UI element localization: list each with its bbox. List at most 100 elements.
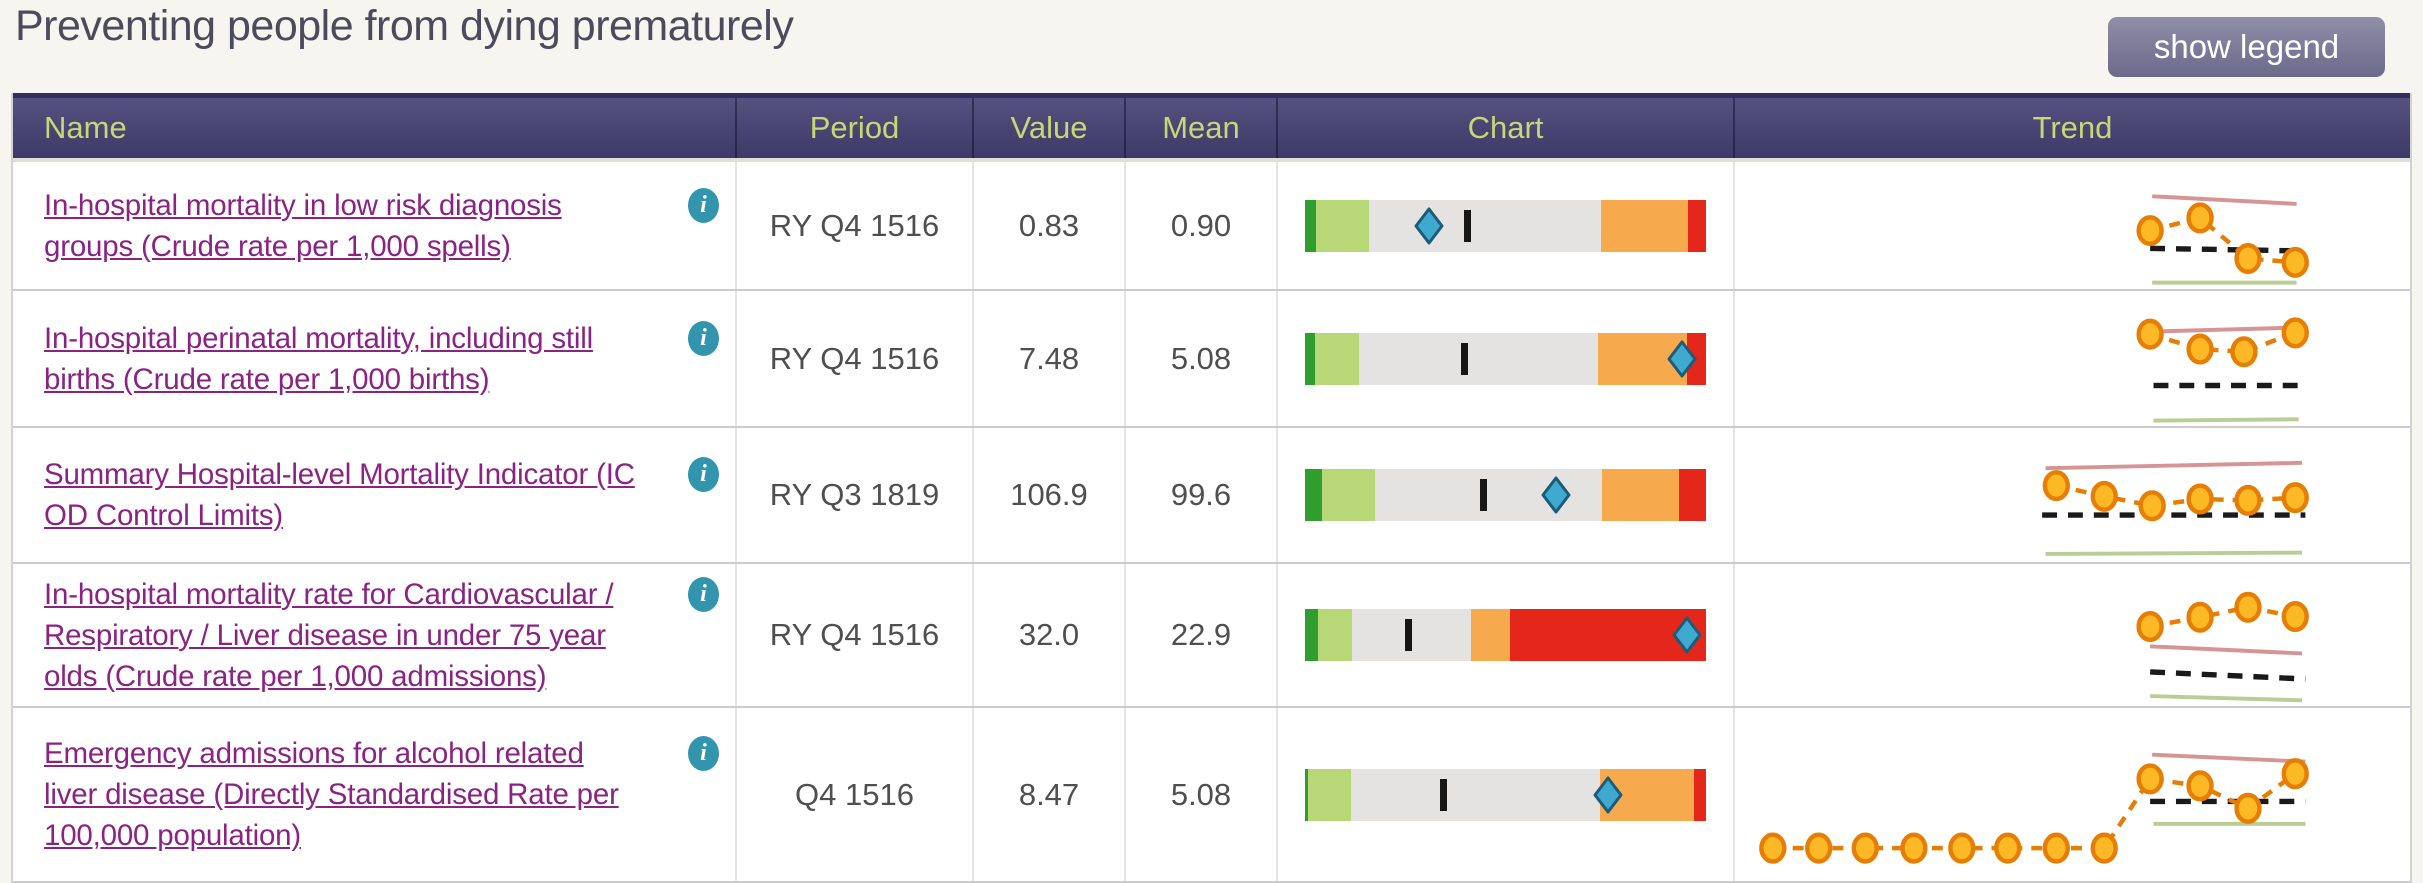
trend-data-point (2281, 482, 2309, 514)
mean-marker (1464, 209, 1472, 242)
bullet-chart (1305, 768, 1706, 821)
value-cell: 106.9 (972, 428, 1124, 562)
upper-limit-line (2152, 194, 2297, 206)
table-header: Name Period Value Mean Chart Trend (13, 93, 2410, 158)
bullet-segment (1314, 332, 1360, 385)
trend-data-point (1805, 832, 1833, 864)
mean-marker (1461, 342, 1469, 375)
bullet-segment (1317, 609, 1352, 661)
indicator-link[interactable]: Emergency admissions for alcohol related… (44, 737, 619, 852)
bullet-chart (1305, 332, 1706, 385)
bullet-segment (1688, 199, 1706, 252)
value-diamond-marker (1667, 340, 1697, 377)
indicator-link[interactable]: Summary Hospital-level Mortality Indicat… (44, 458, 635, 532)
name-cell: In-hospital mortality rate for Cardiovas… (13, 564, 735, 706)
column-header-name[interactable]: Name (44, 110, 127, 145)
trend-sparkline (2136, 591, 2309, 703)
column-header-value[interactable]: Value (972, 98, 1124, 158)
info-icon[interactable]: i (688, 576, 719, 612)
value-cell: 0.83 (972, 162, 1124, 289)
trend-data-point (1948, 832, 1976, 864)
trend-data-point (2136, 318, 2164, 350)
mean-marker (1405, 619, 1413, 651)
name-cell: In-hospital mortality in low risk diagno… (13, 162, 735, 289)
trend-data-point (2042, 832, 2070, 864)
name-cell: In-hospital perinatal mortality, includi… (13, 291, 735, 426)
trend-data-point (2186, 202, 2214, 234)
indicator-link[interactable]: In-hospital perinatal mortality, includi… (44, 321, 593, 396)
info-icon[interactable]: i (688, 736, 719, 771)
trend-sparkline (2136, 317, 2309, 423)
name-cell: Summary Hospital-level Mortality Indicat… (13, 428, 735, 562)
value-diamond-marker (1672, 616, 1702, 654)
column-header-chart[interactable]: Chart (1276, 98, 1733, 158)
mean-marker (1480, 479, 1488, 511)
mean-cell: 5.08 (1124, 708, 1276, 881)
bullet-segment (1305, 609, 1318, 661)
bullet-segment (1305, 199, 1316, 252)
trend-cell (1733, 162, 2410, 289)
trend-data-point (2234, 591, 2262, 623)
info-icon[interactable]: i (688, 320, 719, 356)
trend-data-point (2136, 610, 2164, 643)
value-cell: 7.48 (972, 291, 1124, 426)
table-row: In-hospital perinatal mortality, includi… (13, 291, 2410, 428)
trend-data-point (2234, 484, 2262, 516)
upper-limit-line (2045, 460, 2303, 471)
trend-data-point (2042, 470, 2070, 502)
trend-data-point (2090, 832, 2118, 864)
indicator-link[interactable]: In-hospital mortality rate for Cardiovas… (44, 577, 614, 693)
page-title: Preventing people from dying prematurely (15, 2, 794, 50)
lower-limit-line (2153, 417, 2299, 423)
period-cell: RY Q4 1516 (735, 564, 972, 706)
mean-dashed-line (2149, 669, 2306, 682)
show-legend-button[interactable]: show legend (2108, 17, 2385, 77)
period-cell: Q4 1516 (735, 708, 972, 881)
trend-data-point (2234, 243, 2262, 275)
trend-data-point (2281, 246, 2309, 278)
column-header-mean[interactable]: Mean (1124, 98, 1276, 158)
trend-data-point (2186, 770, 2214, 802)
trend-cell (1733, 428, 2410, 562)
trend-sparkline (2136, 194, 2309, 285)
period-cell: RY Q4 1516 (735, 162, 972, 289)
trend-data-point (2186, 483, 2214, 515)
table-row: In-hospital mortality rate for Cardiovas… (13, 564, 2410, 708)
trend-data-point (1994, 832, 2022, 864)
value-diamond-marker (1414, 207, 1444, 244)
chart-cell (1276, 162, 1733, 289)
info-icon[interactable]: i (688, 187, 719, 223)
mean-marker (1439, 778, 1447, 811)
trend-data-point (2230, 336, 2258, 368)
value-diamond-marker (1541, 476, 1571, 514)
period-cell: RY Q3 1819 (735, 428, 972, 562)
mean-cell: 0.90 (1124, 162, 1276, 289)
trend-cell (1733, 564, 2410, 706)
trend-connector-line (2149, 605, 2296, 629)
column-header-period[interactable]: Period (735, 98, 972, 158)
trend-data-point (2281, 758, 2309, 790)
trend-data-point (2186, 601, 2214, 633)
mean-cell: 5.08 (1124, 291, 1276, 426)
chart-cell (1276, 708, 1733, 881)
mean-dashed-line (2150, 245, 2303, 254)
bullet-segment (1305, 332, 1315, 385)
chart-cell (1276, 428, 1733, 562)
trend-data-point (1900, 832, 1928, 864)
mean-cell: 22.9 (1124, 564, 1276, 706)
name-cell: Emergency admissions for alcohol related… (13, 708, 735, 881)
trend-cell (1733, 708, 2410, 881)
trend-connector-line (1772, 771, 2297, 851)
indicator-link[interactable]: In-hospital mortality in low risk diagno… (44, 188, 562, 263)
column-header-trend[interactable]: Trend (1733, 98, 2410, 158)
bullet-segment (1694, 768, 1706, 821)
trend-data-point (2138, 490, 2166, 522)
value-cell: 32.0 (972, 564, 1124, 706)
bullet-chart (1305, 609, 1706, 661)
bullet-segment (1368, 199, 1601, 252)
bullet-segment (1305, 469, 1323, 521)
bullet-segment (1600, 199, 1689, 252)
mean-cell: 99.6 (1124, 428, 1276, 562)
table-body: In-hospital mortality in low risk diagno… (13, 158, 2410, 883)
info-icon[interactable]: i (688, 457, 719, 492)
